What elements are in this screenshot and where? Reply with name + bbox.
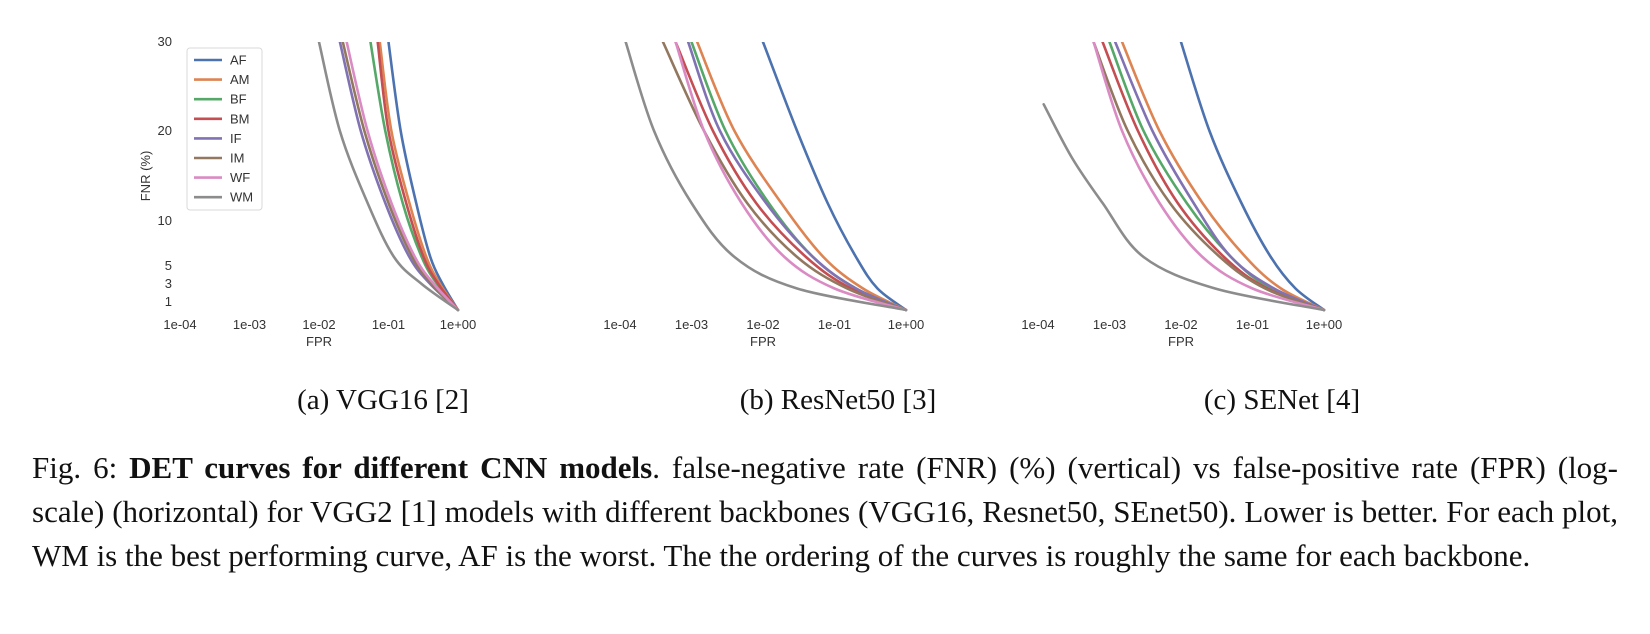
series-line-wf	[674, 42, 908, 312]
y-tick-label: 10	[158, 213, 172, 228]
x-tick-label: 1e-01	[818, 317, 851, 332]
x-tick-label: 1e-04	[1021, 317, 1054, 332]
subcaption-resnet50: (b) ResNet50 [3]	[739, 384, 937, 416]
series-line-wf	[345, 42, 460, 312]
x-tick-label: 1e-03	[1093, 317, 1126, 332]
series-line-am	[695, 42, 908, 312]
x-axis-title: FPR	[1168, 334, 1194, 349]
legend-label-wf: WF	[230, 170, 250, 185]
series-line-bf	[1108, 42, 1326, 312]
y-tick-label: 20	[158, 123, 172, 138]
figure-caption: Fig. 6: DET curves for different CNN mod…	[32, 446, 1618, 578]
det-chart-senet: 1e-04 1e-03 1e-02 1e-01 1e+00 FPR	[1021, 42, 1343, 349]
det-panel-resnet50: 1e-04 1e-03 1e-02 1e-01 1e+00 FPR	[560, 0, 1000, 380]
y-tick-label: 5	[165, 258, 172, 273]
x-tick-label: 1e-01	[372, 317, 405, 332]
x-axis-title: FPR	[306, 334, 332, 349]
y-axis-title: FNR (%)	[138, 151, 153, 202]
subcaption-senet: (c) SENet [4]	[1203, 384, 1361, 416]
series-line-im	[1092, 42, 1326, 312]
legend: AF AM BF BM IF IM WF WM	[186, 47, 263, 211]
x-tick-label: 1e-02	[302, 317, 335, 332]
series-line-if	[1113, 42, 1326, 312]
subcaption-vgg16: (a) VGG16 [2]	[297, 384, 469, 416]
x-tick-label: 1e-04	[603, 317, 636, 332]
y-tick-label: 3	[165, 276, 172, 291]
caption-prefix: Fig. 6:	[32, 450, 130, 485]
series-line-bm	[674, 42, 908, 312]
series-line-af	[761, 42, 908, 312]
x-axis-title: FPR	[750, 334, 776, 349]
series-line-im	[341, 42, 460, 312]
legend-label-af: AF	[230, 53, 247, 68]
x-tick-label: 1e+00	[888, 317, 925, 332]
x-tick-label: 1e-02	[1164, 317, 1197, 332]
series-line-bm	[1101, 42, 1326, 312]
x-tick-label: 1e-02	[746, 317, 779, 332]
series-line-wm	[624, 42, 908, 312]
series-line-wm	[1042, 103, 1326, 312]
legend-label-im: IM	[230, 151, 244, 166]
x-tick-label: 1e-03	[675, 317, 708, 332]
series-line-am	[378, 42, 460, 312]
legend-label-am: AM	[230, 72, 250, 87]
series-line-if	[686, 42, 908, 312]
series-line-am	[1120, 42, 1326, 312]
series-line-im	[661, 42, 908, 312]
series-group	[624, 42, 908, 312]
series-line-wm	[317, 42, 460, 312]
y-tick-label: 30	[158, 34, 172, 49]
x-tick-label: 1e-04	[163, 317, 196, 332]
series-group	[1042, 42, 1326, 312]
series-line-af	[387, 42, 460, 312]
x-tick-label: 1e-01	[1236, 317, 1269, 332]
y-tick-label: 1	[165, 294, 172, 309]
det-panel-vgg16: 1e-04 1e-03 1e-02 1e-01 1e+00 FPR 1 3 5 10 20 30 FNR…	[0, 0, 560, 380]
det-chart-vgg16: 1e-04 1e-03 1e-02 1e-01 1e+00 FPR 1 3 5 10 20 30 FNR…	[138, 34, 477, 349]
legend-label-wm: WM	[230, 190, 253, 205]
series-line-af	[1179, 42, 1326, 312]
legend-label-if: IF	[230, 131, 242, 146]
caption-body: . false-negative rate (FNR) (%) (vertica…	[32, 450, 1619, 573]
caption-bold: DET curves for different CNN models	[129, 450, 653, 485]
x-tick-label: 1e-03	[233, 317, 266, 332]
det-chart-resnet50: 1e-04 1e-03 1e-02 1e-01 1e+00 FPR	[603, 42, 925, 349]
det-panel-senet: 1e-04 1e-03 1e-02 1e-01 1e+00 FPR	[1000, 0, 1440, 380]
series-line-bm	[376, 42, 460, 312]
x-tick-label: 1e+00	[1306, 317, 1343, 332]
legend-label-bm: BM	[230, 111, 250, 126]
x-tick-label: 1e+00	[440, 317, 477, 332]
series-line-wf	[1092, 42, 1326, 312]
series-group	[317, 42, 460, 312]
legend-box	[186, 47, 263, 211]
legend-label-bf: BF	[230, 92, 247, 107]
